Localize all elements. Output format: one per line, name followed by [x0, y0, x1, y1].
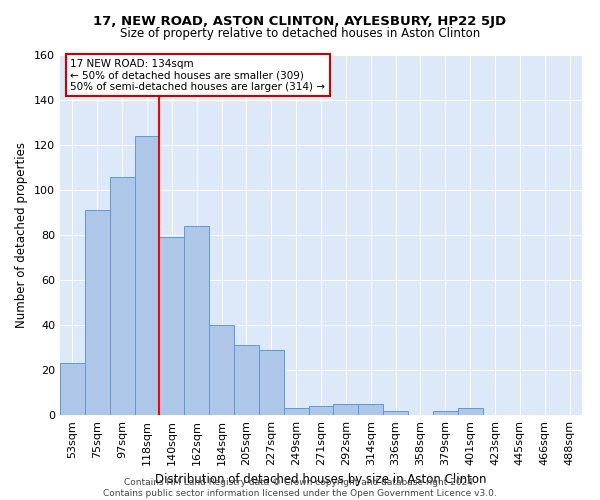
Bar	[358, 404, 383, 415]
Y-axis label: Number of detached properties: Number of detached properties	[16, 142, 28, 328]
Bar	[209, 325, 234, 415]
X-axis label: Distribution of detached houses by size in Aston Clinton: Distribution of detached houses by size …	[155, 474, 487, 486]
Text: Size of property relative to detached houses in Aston Clinton: Size of property relative to detached ho…	[120, 28, 480, 40]
Text: 17, NEW ROAD, ASTON CLINTON, AYLESBURY, HP22 5JD: 17, NEW ROAD, ASTON CLINTON, AYLESBURY, …	[94, 15, 506, 28]
Bar	[184, 226, 209, 415]
Bar	[134, 136, 160, 415]
Bar	[60, 363, 85, 415]
Bar	[110, 176, 134, 415]
Bar	[334, 404, 358, 415]
Bar	[259, 350, 284, 415]
Bar	[383, 410, 408, 415]
Bar	[85, 210, 110, 415]
Bar	[234, 345, 259, 415]
Bar	[160, 238, 184, 415]
Bar	[308, 406, 334, 415]
Bar	[433, 410, 458, 415]
Bar	[458, 408, 482, 415]
Bar	[284, 408, 308, 415]
Text: Contains HM Land Registry data © Crown copyright and database right 2024.
Contai: Contains HM Land Registry data © Crown c…	[103, 478, 497, 498]
Text: 17 NEW ROAD: 134sqm
← 50% of detached houses are smaller (309)
50% of semi-detac: 17 NEW ROAD: 134sqm ← 50% of detached ho…	[70, 58, 325, 92]
